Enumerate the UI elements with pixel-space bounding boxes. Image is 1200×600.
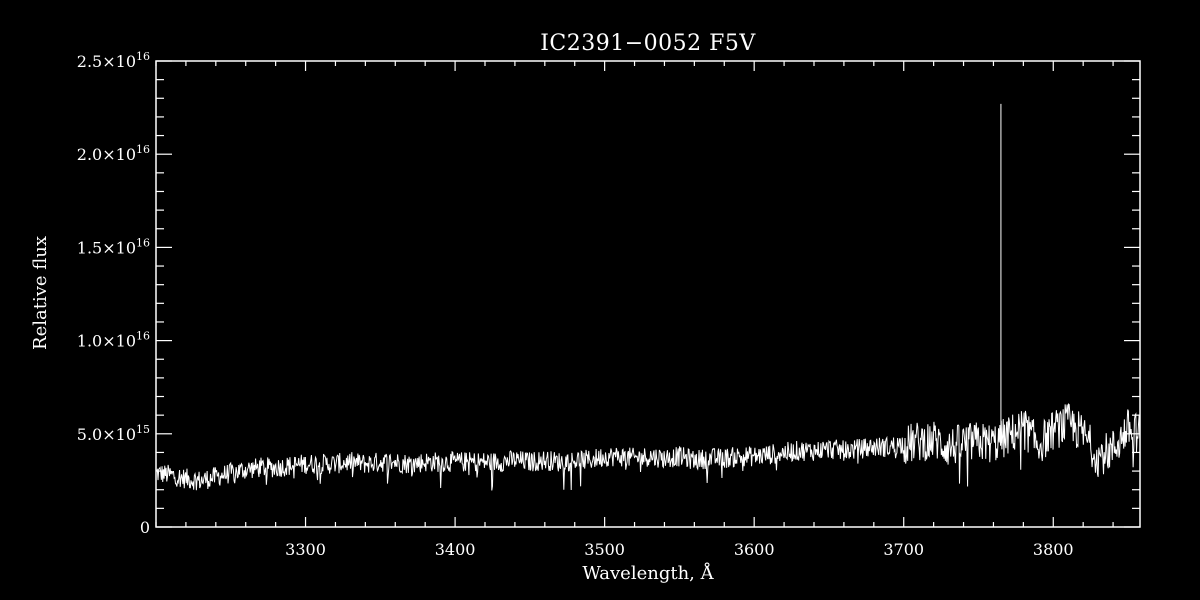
x-tick-label: 3500	[584, 540, 625, 559]
y-tick-label: 0	[140, 518, 150, 537]
y-tick-label: 2.0×1016	[77, 143, 150, 164]
y-tick-label: 2.5×1016	[77, 50, 150, 71]
x-tick-label: 3800	[1033, 540, 1074, 559]
y-tick-label: 5.0×1015	[77, 423, 150, 444]
y-axis-label: Relative flux	[30, 236, 51, 350]
y-tick-label: 1.5×1016	[77, 236, 150, 257]
y-tick-label: 1.0×1016	[77, 330, 150, 351]
x-axis-label: Wavelength, Å	[582, 562, 714, 584]
x-tick-label: 3400	[435, 540, 476, 559]
y-axis-ticks: 0 5.0×1015 1.0×1016 1.5×1016 2.0×1016 2.5×101…	[77, 50, 1140, 537]
x-axis-ticks: 3300 3400 3500 3600 3700 3800	[155, 61, 1114, 559]
chart-title: IC2391−0052 F5V	[540, 31, 756, 56]
x-tick-label: 3600	[734, 540, 775, 559]
series-layer	[155, 103, 1141, 491]
x-tick-label: 3700	[883, 540, 924, 559]
x-tick-label: 3300	[285, 540, 326, 559]
plot-frame	[155, 60, 1141, 528]
spectrum-line	[155, 403, 1141, 491]
plot-area	[155, 60, 1141, 528]
